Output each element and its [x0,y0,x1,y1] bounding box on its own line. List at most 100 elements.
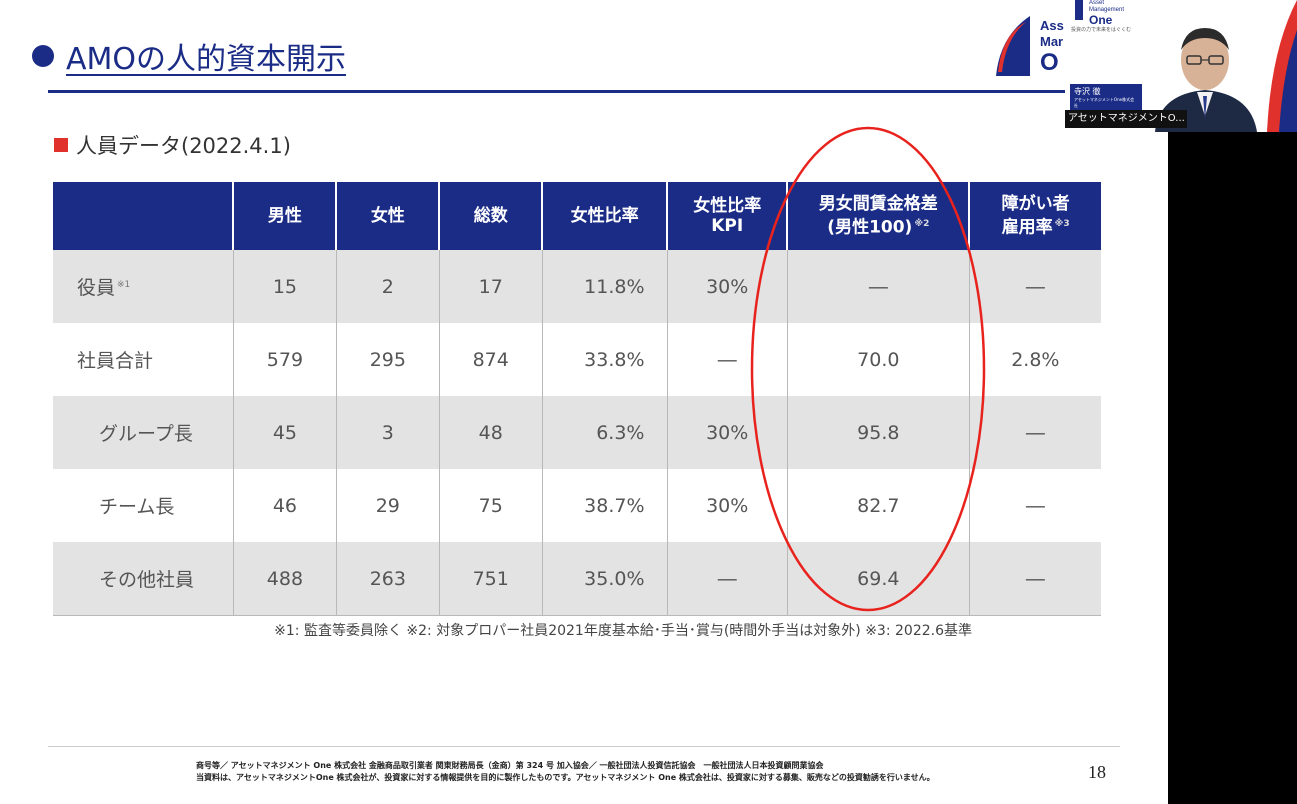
row-label: 役員 ※1 [53,250,234,323]
row-label: グループ長 [53,396,234,469]
row-label-text: その他社員 [99,569,195,591]
column-header-line-2: 雇用率 ※3 [974,214,1097,238]
speaker-name-plate: 寺沢 徹 アセットマネジメントOne株式会社 [1070,84,1142,114]
table-row: その他社員 488 263 751 35.0% ― 69.4 ― [53,542,1101,616]
table-cell: 17 [438,250,543,323]
table-cell: 3 [335,396,440,469]
table-cell: 48 [438,396,543,469]
logo-line-3: O [1040,49,1059,76]
company-logo-icon [996,16,1030,76]
row-label: チーム長 [53,469,233,542]
table-cell: 2.8% [968,323,1101,396]
legal-footer-line-2: 当資料は、アセットマネジメントOne 株式会社が、投資家に対する情報提供を目的に… [196,773,935,782]
column-header-1: 男性 [232,182,337,250]
table-cell: 874 [438,323,543,396]
logo-line-2: Mar [1040,34,1064,49]
table-cell: 263 [335,542,440,616]
column-header-4: 女性比率 [541,182,667,250]
column-header-line-1: 女性 [370,206,405,226]
column-header-2: 女性 [335,182,440,250]
table-cell: ― [968,250,1101,323]
table-cell: 29 [335,469,440,542]
speaker-name: 寺沢 徹 [1074,87,1101,96]
table-footnote: ※1: 監査等委員除く ※2: 対象プロパー社員2021年度基本給･手当･賞与(… [274,623,972,639]
column-header-line-2: KPI [672,216,782,236]
company-logo-text: Ass Mar O [1040,18,1064,76]
table-cell: 295 [335,323,440,396]
table-row: 役員 ※1 15 2 17 11.8% 30% ― ― [53,250,1101,323]
row-label-text: グループ長 [99,423,193,445]
row-label: 社員合計 [53,323,233,396]
table-cell: 33.8% [541,323,667,396]
column-header-3: 総数 [438,182,543,250]
column-header-line-1: 女性比率 [693,196,762,216]
personnel-data-table: 男性 女性 総数 女性比率 女性比率 KPI 男女間賃金格差 (男性100) ※2 障がい者 雇用率… [53,182,1101,616]
backdrop-red-curve-icon [1267,0,1297,132]
table-cell: 82.7 [786,469,970,542]
title-divider [48,90,1068,93]
table-cell: 2 [335,250,440,323]
column-header-line-2: (男性100) ※2 [792,214,964,238]
table-cell: ― [968,469,1101,542]
table-cell: 6.3% [541,396,667,469]
footer-divider [48,746,1120,747]
table-cell: 30% [666,396,788,469]
video-logo-mark-icon [1075,0,1083,20]
column-header-0 [53,182,234,250]
column-header-line-1: 男性 [267,206,302,226]
highlight-ellipse [750,126,986,612]
column-header-line-1: 総数 [473,206,508,226]
table-row: チーム長 46 29 75 38.7% 30% 82.7 ― [53,469,1101,542]
section-heading-text: 人員データ(2022.4.1) [76,134,291,158]
section-heading: 人員データ(2022.4.1) [54,130,291,160]
column-header-note: ※3 [1054,219,1070,230]
table-cell: 35.0% [541,542,667,616]
row-label-note: ※1 [117,279,131,290]
column-header-line-2-text: 雇用率 [1001,217,1053,238]
table-cell: ― [786,250,970,323]
table-cell: 38.7% [541,469,667,542]
row-label-text: 社員合計 [77,350,154,372]
table-cell: 45 [232,396,337,469]
column-header-6: 男女間賃金格差 (男性100) ※2 [786,182,970,250]
table-cell: ― [968,396,1101,469]
slide-title: AMOの人的資本開示 [32,34,346,78]
video-tagline: 投資の力で未来をはぐくむ [1071,27,1132,33]
bullet-dot-icon [32,45,54,67]
column-header-line-1: 女性比率 [570,206,639,226]
table-cell: 69.4 [786,542,970,616]
screen-share-margin [1168,132,1297,804]
table-cell: 15 [232,250,337,323]
video-logo: Asset Management One [1089,0,1124,27]
speaker-affiliation: アセットマネジメントOne株式会社 [1074,97,1135,108]
column-header-line-1: 障がい者 [1001,194,1070,215]
page-number: 18 [1088,762,1106,782]
legal-footer-line-1: 商号等／ アセットマネジメント One 株式会社 金融商品取引業者 関東財務局長… [196,761,824,770]
participant-video-tile[interactable]: Asset Management One 投資の力で未来をはぐくむ 寺沢 徹 ア… [1065,0,1297,132]
table-row: グループ長 45 3 48 6.3% 30% 95.8 ― [53,396,1101,469]
table-cell: 11.8% [541,250,667,323]
column-header-7: 障がい者 雇用率 ※3 [968,182,1101,250]
video-logo-line-2: Management [1089,7,1125,13]
slide-title-text: AMOの人的資本開示 [66,42,347,77]
table-header-row: 男性 女性 総数 女性比率 女性比率 KPI 男女間賃金格差 (男性100) ※2 障がい者 雇用率… [53,182,1101,250]
column-header-note: ※2 [914,219,930,230]
table-cell: ― [968,542,1101,616]
video-logo-line-1: Asset [1089,0,1105,6]
column-header-5: 女性比率 KPI [665,182,788,250]
row-label-text: 役員 [77,277,116,299]
table-cell: 30% [666,250,788,323]
table-cell: 30% [666,469,788,542]
table-cell: 75 [438,469,543,542]
table-cell: ― [666,323,788,396]
table-cell: 751 [438,542,543,616]
column-header-line-1: 男女間賃金格差 [818,194,938,215]
table-cell: 70.0 [786,323,970,396]
video-logo-one: One [1089,13,1113,27]
red-square-icon [54,138,68,152]
row-label: その他社員 [53,542,234,616]
table-cell: 579 [232,323,337,396]
participant-name-label: アセットマネジメントO... [1065,110,1187,128]
row-label-text: チーム長 [99,496,175,518]
column-header-line-2-text: (男性100) [827,217,913,238]
